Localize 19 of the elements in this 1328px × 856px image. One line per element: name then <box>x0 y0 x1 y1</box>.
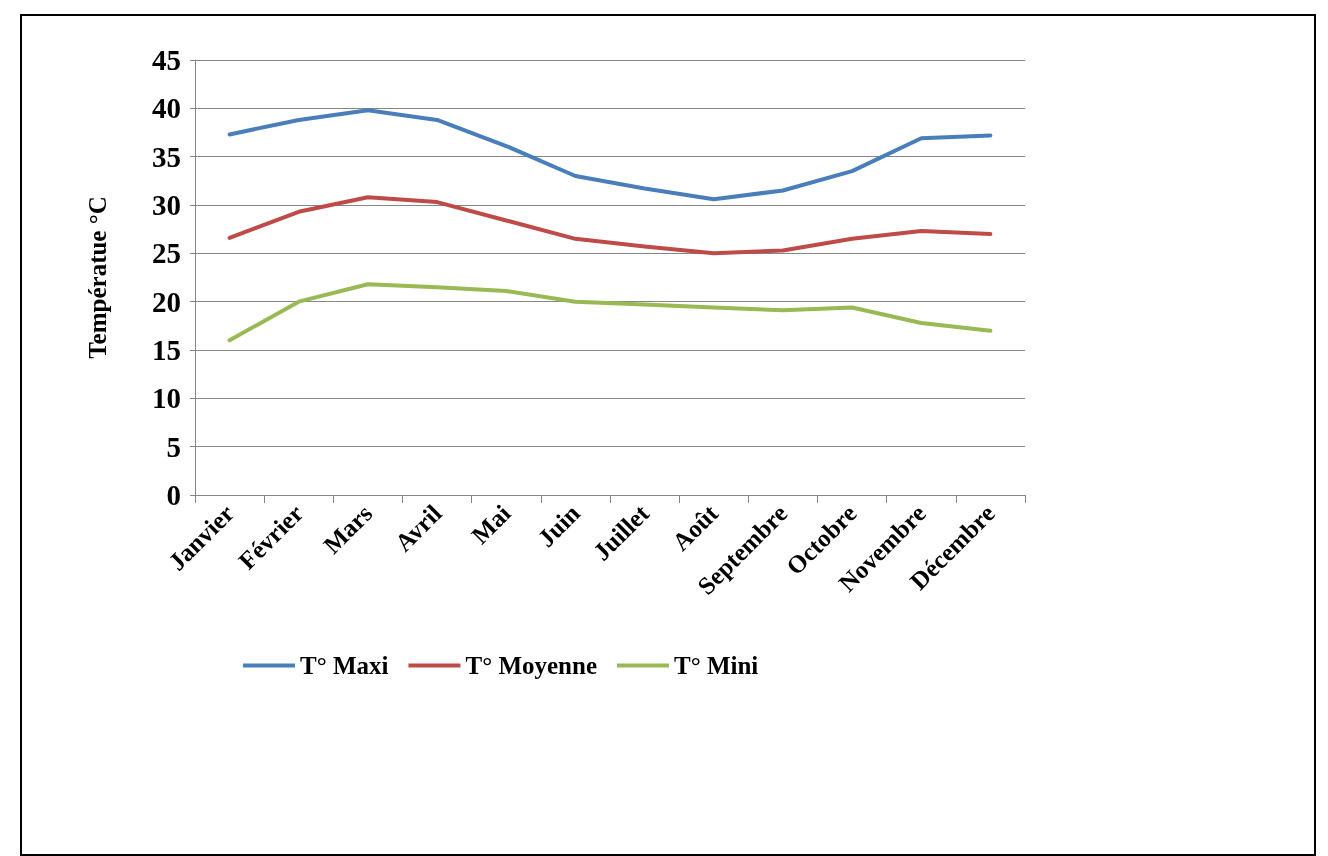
y-tick-label: 25 <box>152 237 181 270</box>
y-tick-label: 40 <box>152 92 181 125</box>
y-tick-label: 0 <box>166 479 181 511</box>
y-tick-label: 20 <box>152 285 181 318</box>
y-tick-label: 15 <box>152 334 181 366</box>
x-tick-label: Mai <box>466 499 516 549</box>
legend-label: T° Mini <box>673 652 759 679</box>
y-tick-label: 30 <box>152 189 181 221</box>
y-tick-label: 10 <box>152 382 181 415</box>
y-axis-title: Températue °C <box>84 196 111 359</box>
y-tick-label: 45 <box>152 44 181 76</box>
legend-label: T° Moyenne <box>465 652 597 679</box>
y-tick-label: 35 <box>152 140 181 173</box>
legend-label: T° Maxi <box>300 652 389 679</box>
y-tick-label: 5 <box>166 430 181 463</box>
line-series <box>227 282 993 343</box>
line-series <box>227 195 993 256</box>
x-tick-label: Juin <box>532 499 586 552</box>
line-series <box>227 108 993 202</box>
